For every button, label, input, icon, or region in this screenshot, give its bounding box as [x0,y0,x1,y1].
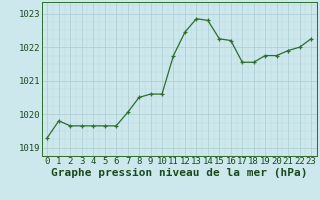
X-axis label: Graphe pression niveau de la mer (hPa): Graphe pression niveau de la mer (hPa) [51,168,308,178]
